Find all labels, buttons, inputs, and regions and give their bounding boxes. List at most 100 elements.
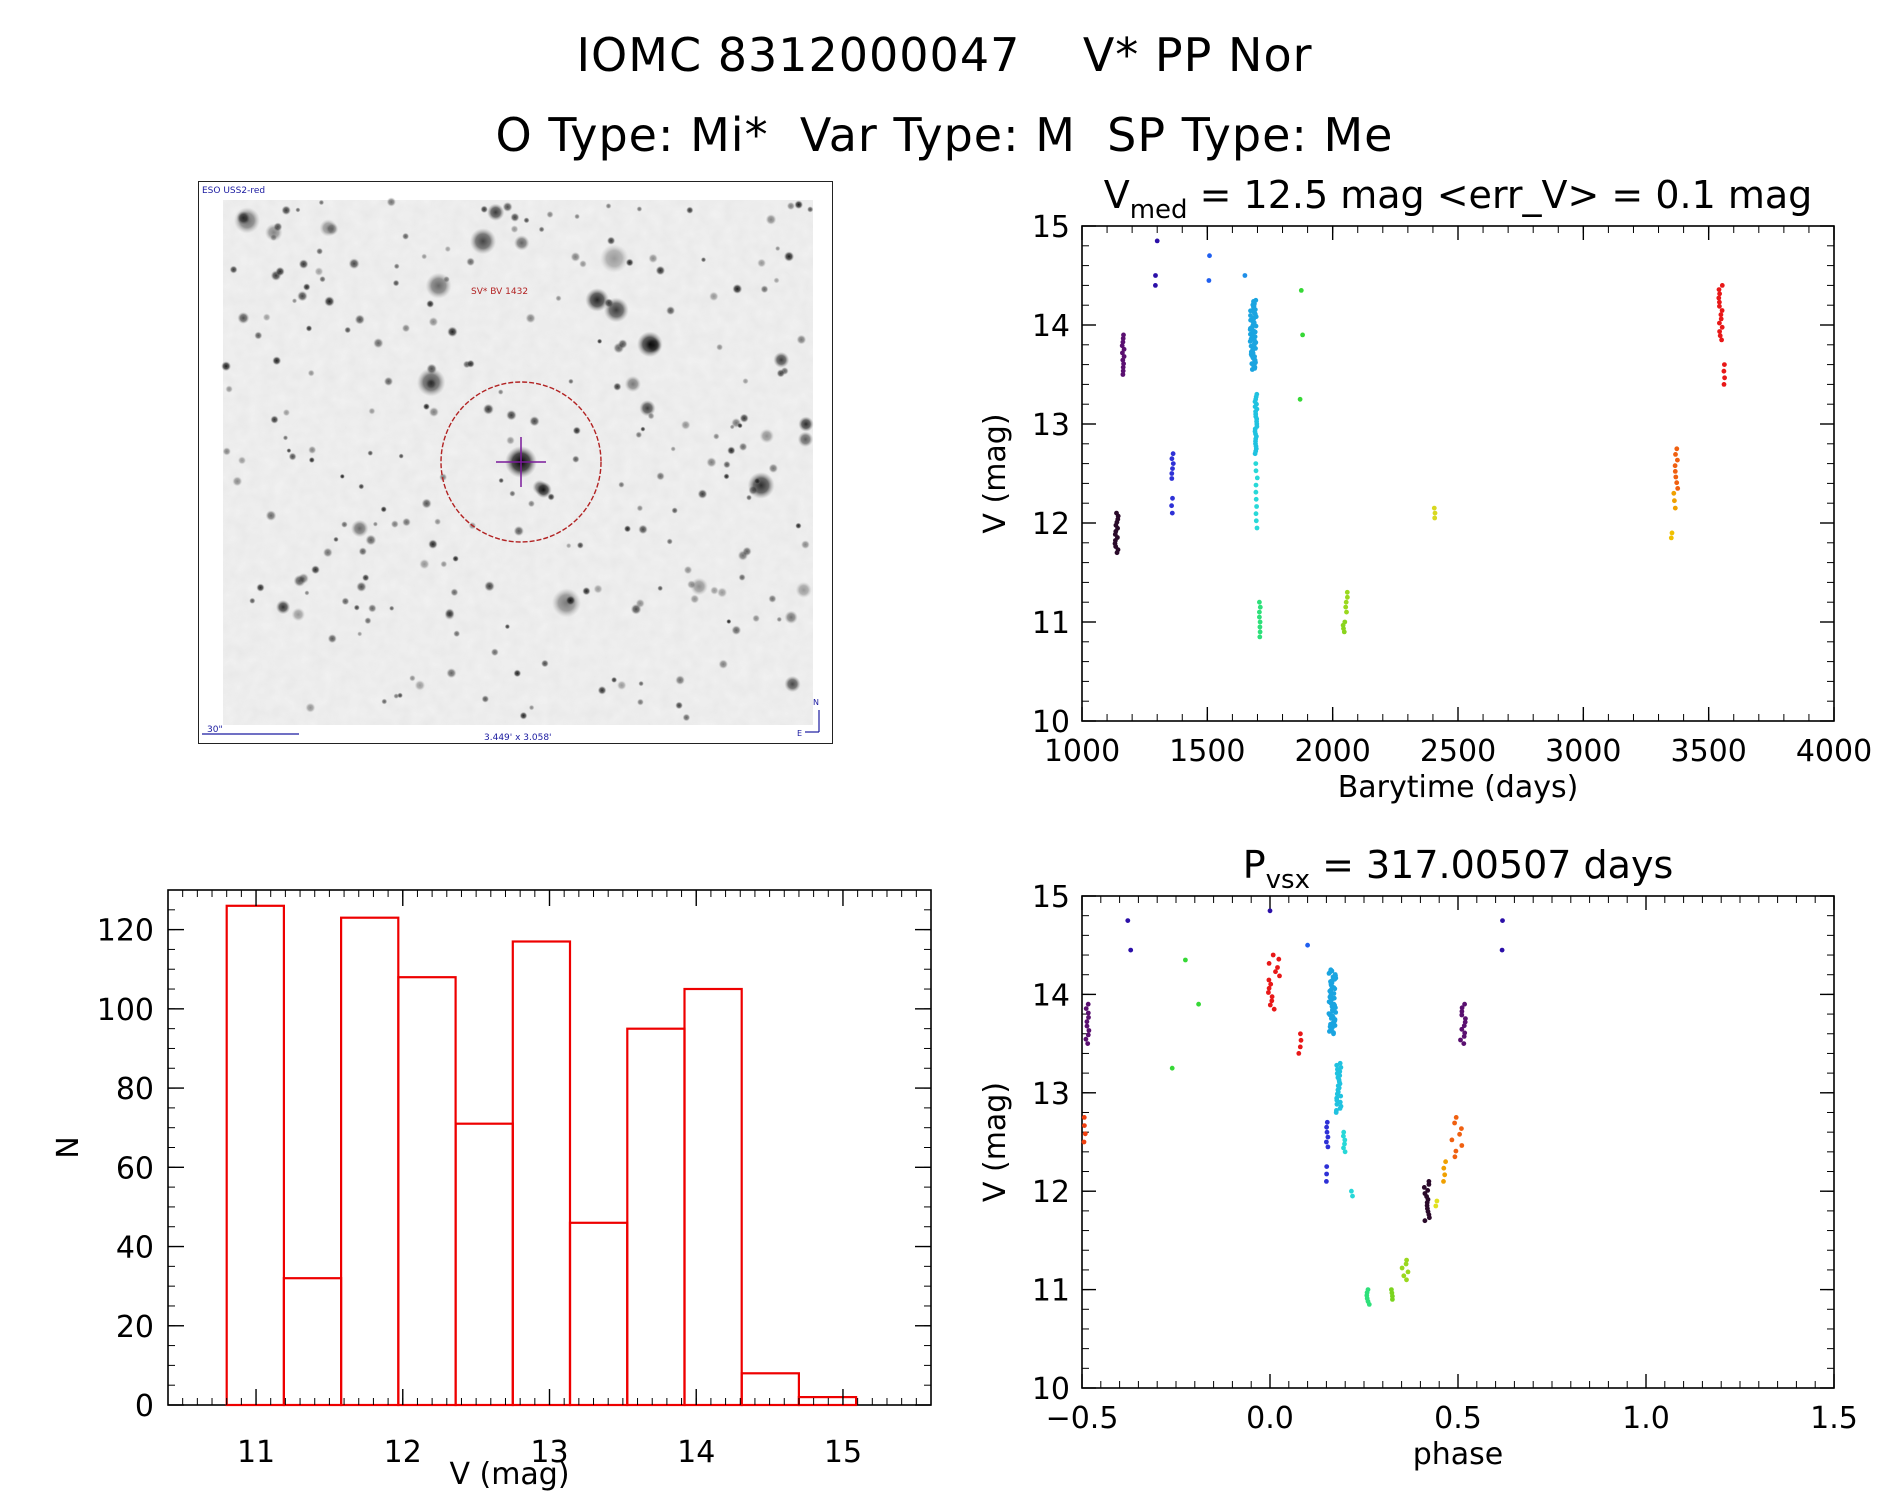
data-point (1459, 1126, 1464, 1131)
y-tick-label: 40 (116, 1231, 154, 1266)
data-point (1120, 364, 1126, 370)
data-point (1086, 1028, 1092, 1033)
star (710, 586, 719, 595)
star (675, 675, 685, 685)
star (481, 695, 490, 703)
data-point (1717, 329, 1722, 334)
star (469, 228, 497, 255)
histogram-bar (626, 1027, 686, 1407)
data-point (1253, 518, 1259, 524)
data-point (1404, 1257, 1409, 1263)
data-point (1433, 1203, 1439, 1209)
data-point (1300, 332, 1305, 338)
star (611, 676, 618, 683)
star (318, 199, 325, 206)
star (440, 560, 448, 568)
star (229, 265, 238, 274)
star (272, 356, 282, 366)
star (606, 236, 616, 245)
data-point (1343, 604, 1349, 610)
star (466, 359, 475, 368)
star (618, 481, 625, 488)
star (624, 375, 642, 393)
star (731, 625, 742, 636)
data-point (1365, 1287, 1371, 1292)
data-point (1081, 1115, 1087, 1120)
data-point (1325, 1134, 1331, 1140)
data-point (1459, 1026, 1465, 1032)
data-point (1459, 1143, 1465, 1148)
star (773, 351, 790, 368)
star (295, 207, 301, 213)
star (666, 538, 673, 545)
star (519, 711, 528, 720)
data-point (1269, 998, 1275, 1004)
data-point (1266, 961, 1272, 966)
data-point (1453, 1115, 1459, 1120)
survey-label: ESO USS2-red (202, 186, 265, 196)
data-point (1462, 1001, 1467, 1007)
data-point (1257, 629, 1263, 635)
star (291, 607, 306, 622)
data-point (1128, 947, 1134, 953)
star (305, 325, 313, 332)
star (324, 296, 335, 307)
data-point (1345, 594, 1350, 600)
star (686, 206, 694, 214)
data-point (1183, 957, 1188, 963)
x-tick-label: 1.5 (1810, 1401, 1858, 1436)
x-tick-label: 1000 (1044, 734, 1120, 769)
star (502, 201, 513, 212)
star (773, 277, 780, 284)
y-tick-label: 13 (1032, 1077, 1070, 1112)
data-point (1169, 456, 1175, 462)
y-tick-label: 15 (1032, 880, 1070, 915)
data-point (1425, 1188, 1431, 1193)
data-point (1674, 446, 1680, 452)
data-point (1342, 1149, 1348, 1155)
data-point (1672, 469, 1678, 474)
star (389, 605, 395, 611)
star (513, 235, 530, 251)
x-tick-label: 0.0 (1246, 1401, 1294, 1436)
star (314, 267, 324, 276)
star (541, 659, 549, 668)
star (353, 604, 360, 611)
y-tick-label: 20 (116, 1310, 154, 1345)
star (648, 253, 658, 264)
star (372, 521, 378, 527)
star (484, 580, 495, 592)
star (599, 244, 629, 273)
data-point (1719, 308, 1725, 313)
star (510, 225, 519, 234)
star (393, 263, 400, 270)
y-tick-label: 120 (97, 914, 154, 949)
star (752, 614, 760, 623)
star (390, 520, 399, 529)
data-point (1343, 599, 1349, 605)
star (786, 201, 796, 211)
data-point (1722, 375, 1727, 381)
data-point (1335, 1067, 1340, 1072)
y-tick-label: 80 (116, 1072, 154, 1107)
histogram-bar (454, 1122, 514, 1407)
data-point (1673, 474, 1679, 480)
data-point (1459, 1005, 1465, 1011)
x-tick-label: 13 (530, 1435, 568, 1470)
data-point (1350, 1193, 1355, 1199)
star (446, 668, 457, 679)
data-point (1671, 490, 1677, 496)
star (305, 702, 316, 713)
y-tick-label: 12 (1032, 1175, 1070, 1210)
data-point (1331, 995, 1337, 1001)
star (509, 490, 516, 497)
star (298, 573, 309, 584)
star (640, 426, 646, 432)
data-point (1254, 504, 1259, 509)
star (428, 539, 438, 549)
star (297, 290, 308, 302)
data-point (1668, 535, 1674, 541)
data-point (1421, 1185, 1427, 1190)
star (367, 450, 374, 456)
star (682, 713, 691, 722)
